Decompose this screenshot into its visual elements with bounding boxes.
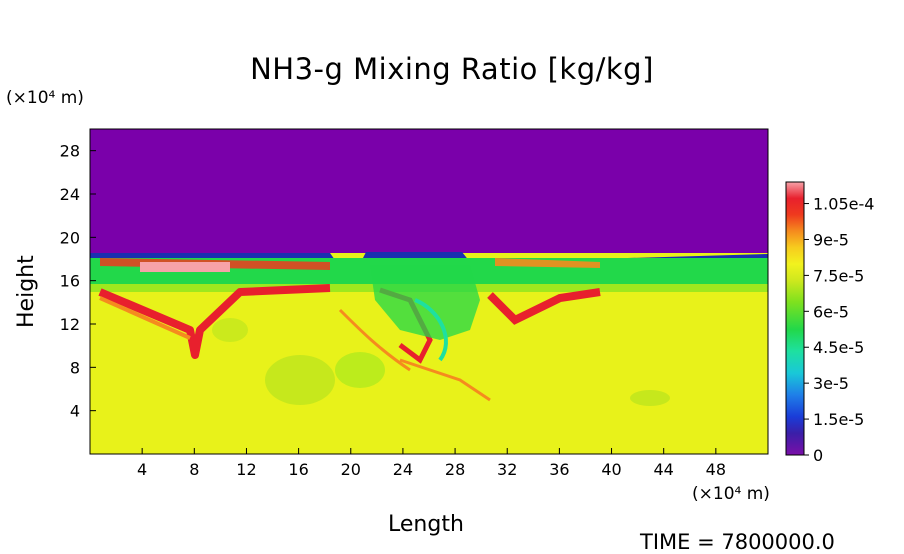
x-tick-label: 44 (654, 460, 674, 479)
x-tick-label: 12 (236, 460, 256, 479)
y-tick-label: 12 (60, 315, 80, 334)
colorbar (785, 181, 805, 456)
y-axis-unit: (×10⁴ m) (6, 88, 84, 108)
colorbar-tick-label: 6e-5 (813, 302, 849, 321)
x-tick-label: 36 (549, 460, 569, 479)
chart-title: NH3-g Mixing Ratio [kg/kg] (250, 52, 654, 86)
x-tick-label: 48 (706, 460, 726, 479)
x-tick-label: 4 (137, 460, 147, 479)
x-axis-unit: (×10⁴ m) (692, 484, 770, 504)
x-ticks: 4 8 12 16 20 24 28 32 36 40 44 48 (137, 448, 726, 479)
y-ticks: 4 8 12 16 20 24 28 (60, 142, 96, 421)
x-tick-label: 32 (497, 460, 517, 479)
x-tick-label: 24 (393, 460, 413, 479)
y-tick-label: 4 (70, 402, 80, 421)
x-tick-label: 8 (189, 460, 199, 479)
colorbar-tick-label: 0 (813, 446, 823, 465)
colorbar-tick-label: 7.5e-5 (813, 266, 864, 285)
x-tick-label: 40 (601, 460, 621, 479)
colorbar-ticks: 1.05e-4 9e-5 7.5e-5 6e-5 4.5e-5 3e-5 1.5e-5 0 (804, 195, 874, 465)
heatmap-field (90, 129, 768, 454)
plot-frame (89, 128, 769, 455)
y-tick-label: 24 (60, 185, 80, 204)
y-tick-label: 8 (70, 358, 80, 377)
colorbar-tick-label: 4.5e-5 (813, 338, 864, 357)
colorbar-tick-label: 3e-5 (813, 374, 849, 393)
x-tick-label: 28 (445, 460, 465, 479)
y-tick-label: 28 (60, 142, 80, 161)
x-axis-label: Length (388, 512, 464, 537)
y-tick-label: 16 (60, 272, 80, 291)
colorbar-tick-label: 1.05e-4 (813, 195, 874, 214)
y-tick-label: 20 (60, 228, 80, 247)
colorbar-tick-label: 9e-5 (813, 230, 849, 249)
colorbar-tick-label: 1.5e-5 (813, 410, 864, 429)
x-tick-label: 16 (288, 460, 308, 479)
x-tick-label: 20 (341, 460, 361, 479)
